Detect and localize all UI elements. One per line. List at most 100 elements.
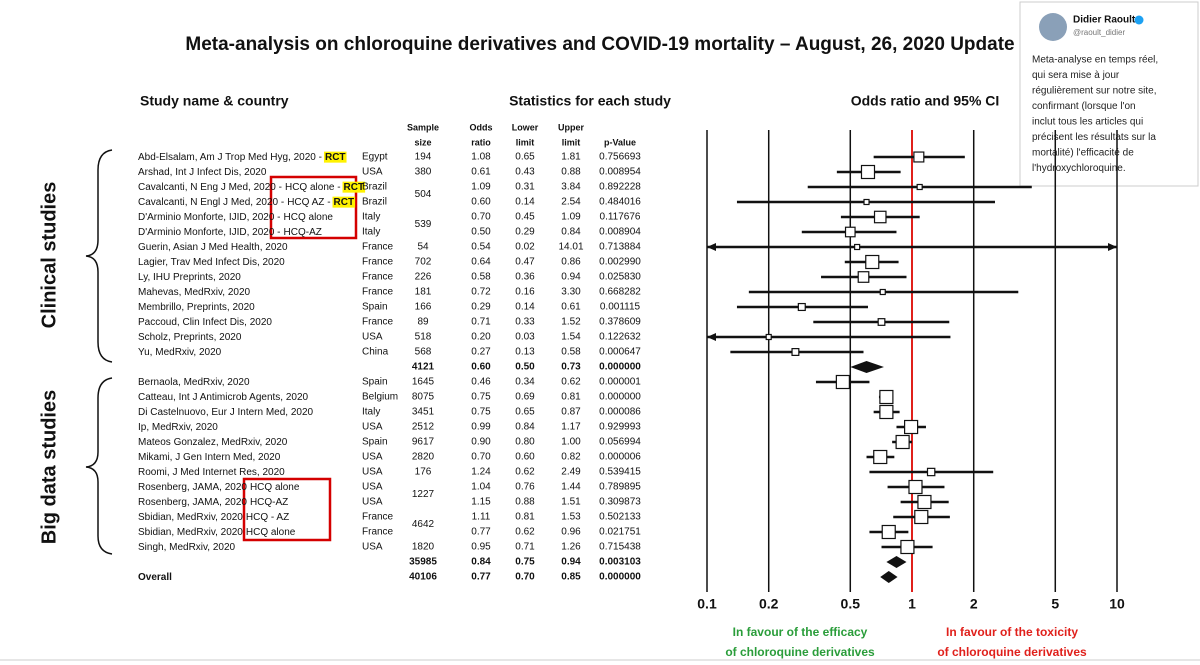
cell-or: 0.77 (471, 527, 491, 538)
cell-p: 0.002990 (599, 257, 641, 268)
cell-p: 0.502133 (599, 512, 641, 523)
cell-or: 0.60 (471, 362, 491, 373)
highlight-box (242, 477, 332, 542)
study-label: Arshad, Int J Infect Dis, 2020 (138, 167, 267, 178)
cell-or: 0.72 (471, 287, 491, 298)
caption: In favour of the efficacy (733, 625, 868, 639)
x-tick-label: 0.5 (841, 596, 861, 612)
sample-size: 35985 (409, 557, 437, 568)
study-name: D'Arminio Monforte, IJID, 2020 - HCQ-AZ (138, 227, 322, 238)
sample-size: 166 (415, 302, 432, 313)
point-estimate (895, 434, 910, 450)
cell-lower: 0.14 (515, 302, 535, 313)
study-label: Ly, IHU Preprints, 2020 (138, 272, 241, 283)
cell-or: 0.27 (471, 347, 491, 358)
point-estimate (879, 404, 894, 420)
study-name: Ip, MedRxiv, 2020 (138, 422, 218, 433)
cell-or: 1.09 (471, 182, 491, 193)
sample-size: 1227 (412, 489, 435, 500)
sample-size: 4642 (412, 519, 435, 530)
tweet-card: Didier Raoult @raoult_didier Meta-analys… (1019, 1, 1199, 187)
avatar (1039, 13, 1067, 41)
country: USA (362, 482, 383, 493)
sample-size: 1820 (412, 542, 435, 553)
country: USA (362, 452, 383, 463)
study-label: Cavalcanti, N Engl J Med, 2020 - (138, 197, 284, 208)
sample-size: 226 (415, 272, 432, 283)
cell-upper: 1.00 (561, 437, 581, 448)
column-header: Lower (512, 122, 539, 132)
cell-or: 0.84 (471, 557, 491, 568)
study-label: Mikami, J Gen Intern Med, 2020 (138, 452, 281, 463)
study-name: D'Arminio Monforte, IJID, 2020 - HCQ alon… (138, 212, 333, 223)
study-arm: HCQ-AZ (250, 497, 288, 508)
sample-size: 176 (415, 467, 432, 478)
cell-p: 0.000000 (599, 572, 641, 583)
study-name: Yu, MedRxiv, 2020 (138, 347, 222, 358)
plot-header: Odds ratio and 95% CI (851, 93, 1000, 109)
sample-size: 1645 (412, 377, 435, 388)
cell-p: 0.003103 (599, 557, 641, 568)
column-header: ratio (471, 137, 491, 147)
cell-or: 0.70 (471, 212, 491, 223)
country: France (362, 527, 394, 538)
tweet-handle: @raoult_didier (1073, 28, 1125, 37)
tweet-name: Didier Raoult (1073, 15, 1136, 26)
cell-p: 0.929993 (599, 422, 641, 433)
sample-size: 3451 (412, 407, 435, 418)
arrow (707, 333, 716, 341)
column-header: Upper (558, 122, 585, 132)
cell-upper: 1.53 (561, 512, 581, 523)
sample-size: 89 (417, 317, 429, 328)
study-label: Bernaola, MedRxiv, 2020 (138, 377, 250, 388)
country: Belgium (362, 392, 398, 403)
point-estimate (844, 226, 856, 238)
arrow (707, 243, 716, 251)
cell-or: 0.58 (471, 272, 491, 283)
point-estimate (926, 467, 936, 477)
cell-or: 0.64 (471, 257, 491, 268)
highlight-box (269, 175, 358, 240)
study-name: Sbidian, MedRxiv, 2020 HCQ alone (138, 527, 296, 538)
brace (85, 149, 113, 363)
point-estimate (857, 271, 870, 283)
cell-p: 0.008904 (599, 227, 641, 238)
cell-lower: 0.43 (515, 167, 535, 178)
cell-lower: 0.70 (515, 572, 535, 583)
study-name: Abd-Elsalam, Am J Trop Med Hyg, 2020 - RC… (138, 152, 346, 163)
cell-or: 0.95 (471, 542, 491, 553)
country: USA (362, 167, 383, 178)
cell-p: 0.892228 (599, 182, 641, 193)
caption: In favour of the toxicity (946, 625, 1078, 639)
tweet-text: qui sera mise à jour (1032, 70, 1120, 81)
tweet-text: mortalité) l'efficacité de (1032, 148, 1134, 159)
point-estimate (913, 151, 925, 163)
study-label: Sbidian, MedRxiv, 2020 (138, 527, 243, 538)
country: USA (362, 467, 383, 478)
cell-or: 1.11 (472, 512, 491, 523)
tag-highlight (332, 196, 356, 208)
country: Italy (362, 227, 380, 238)
cell-p: 0.668282 (599, 287, 641, 298)
study-name: Mikami, J Gen Intern Med, 2020 (138, 452, 281, 463)
cell-upper: 2.54 (561, 197, 581, 208)
study-arm: HCQ AZ - (287, 197, 330, 208)
cell-lower: 0.69 (515, 392, 535, 403)
study-tag: RCT (334, 197, 355, 208)
study-name: Guerin, Asian J Med Health, 2020 (138, 242, 288, 253)
country: France (362, 257, 394, 268)
cell-lower: 0.31 (515, 182, 535, 193)
cell-p: 0.122632 (599, 332, 641, 343)
cell-p: 0.756693 (599, 152, 641, 163)
cell-upper: 3.30 (561, 287, 581, 298)
x-tick-label: 5 (1051, 596, 1059, 612)
study-label: Sbidian, MedRxiv, 2020 (138, 512, 243, 523)
study-name: Catteau, Int J Antimicrob Agents, 2020 (138, 392, 309, 403)
point-estimate (873, 449, 888, 465)
cell-lower: 0.33 (515, 317, 535, 328)
study-tag: RCT (325, 152, 346, 163)
x-tick-label: 0.1 (697, 596, 717, 612)
study-name: Bernaola, MedRxiv, 2020 (138, 377, 250, 388)
